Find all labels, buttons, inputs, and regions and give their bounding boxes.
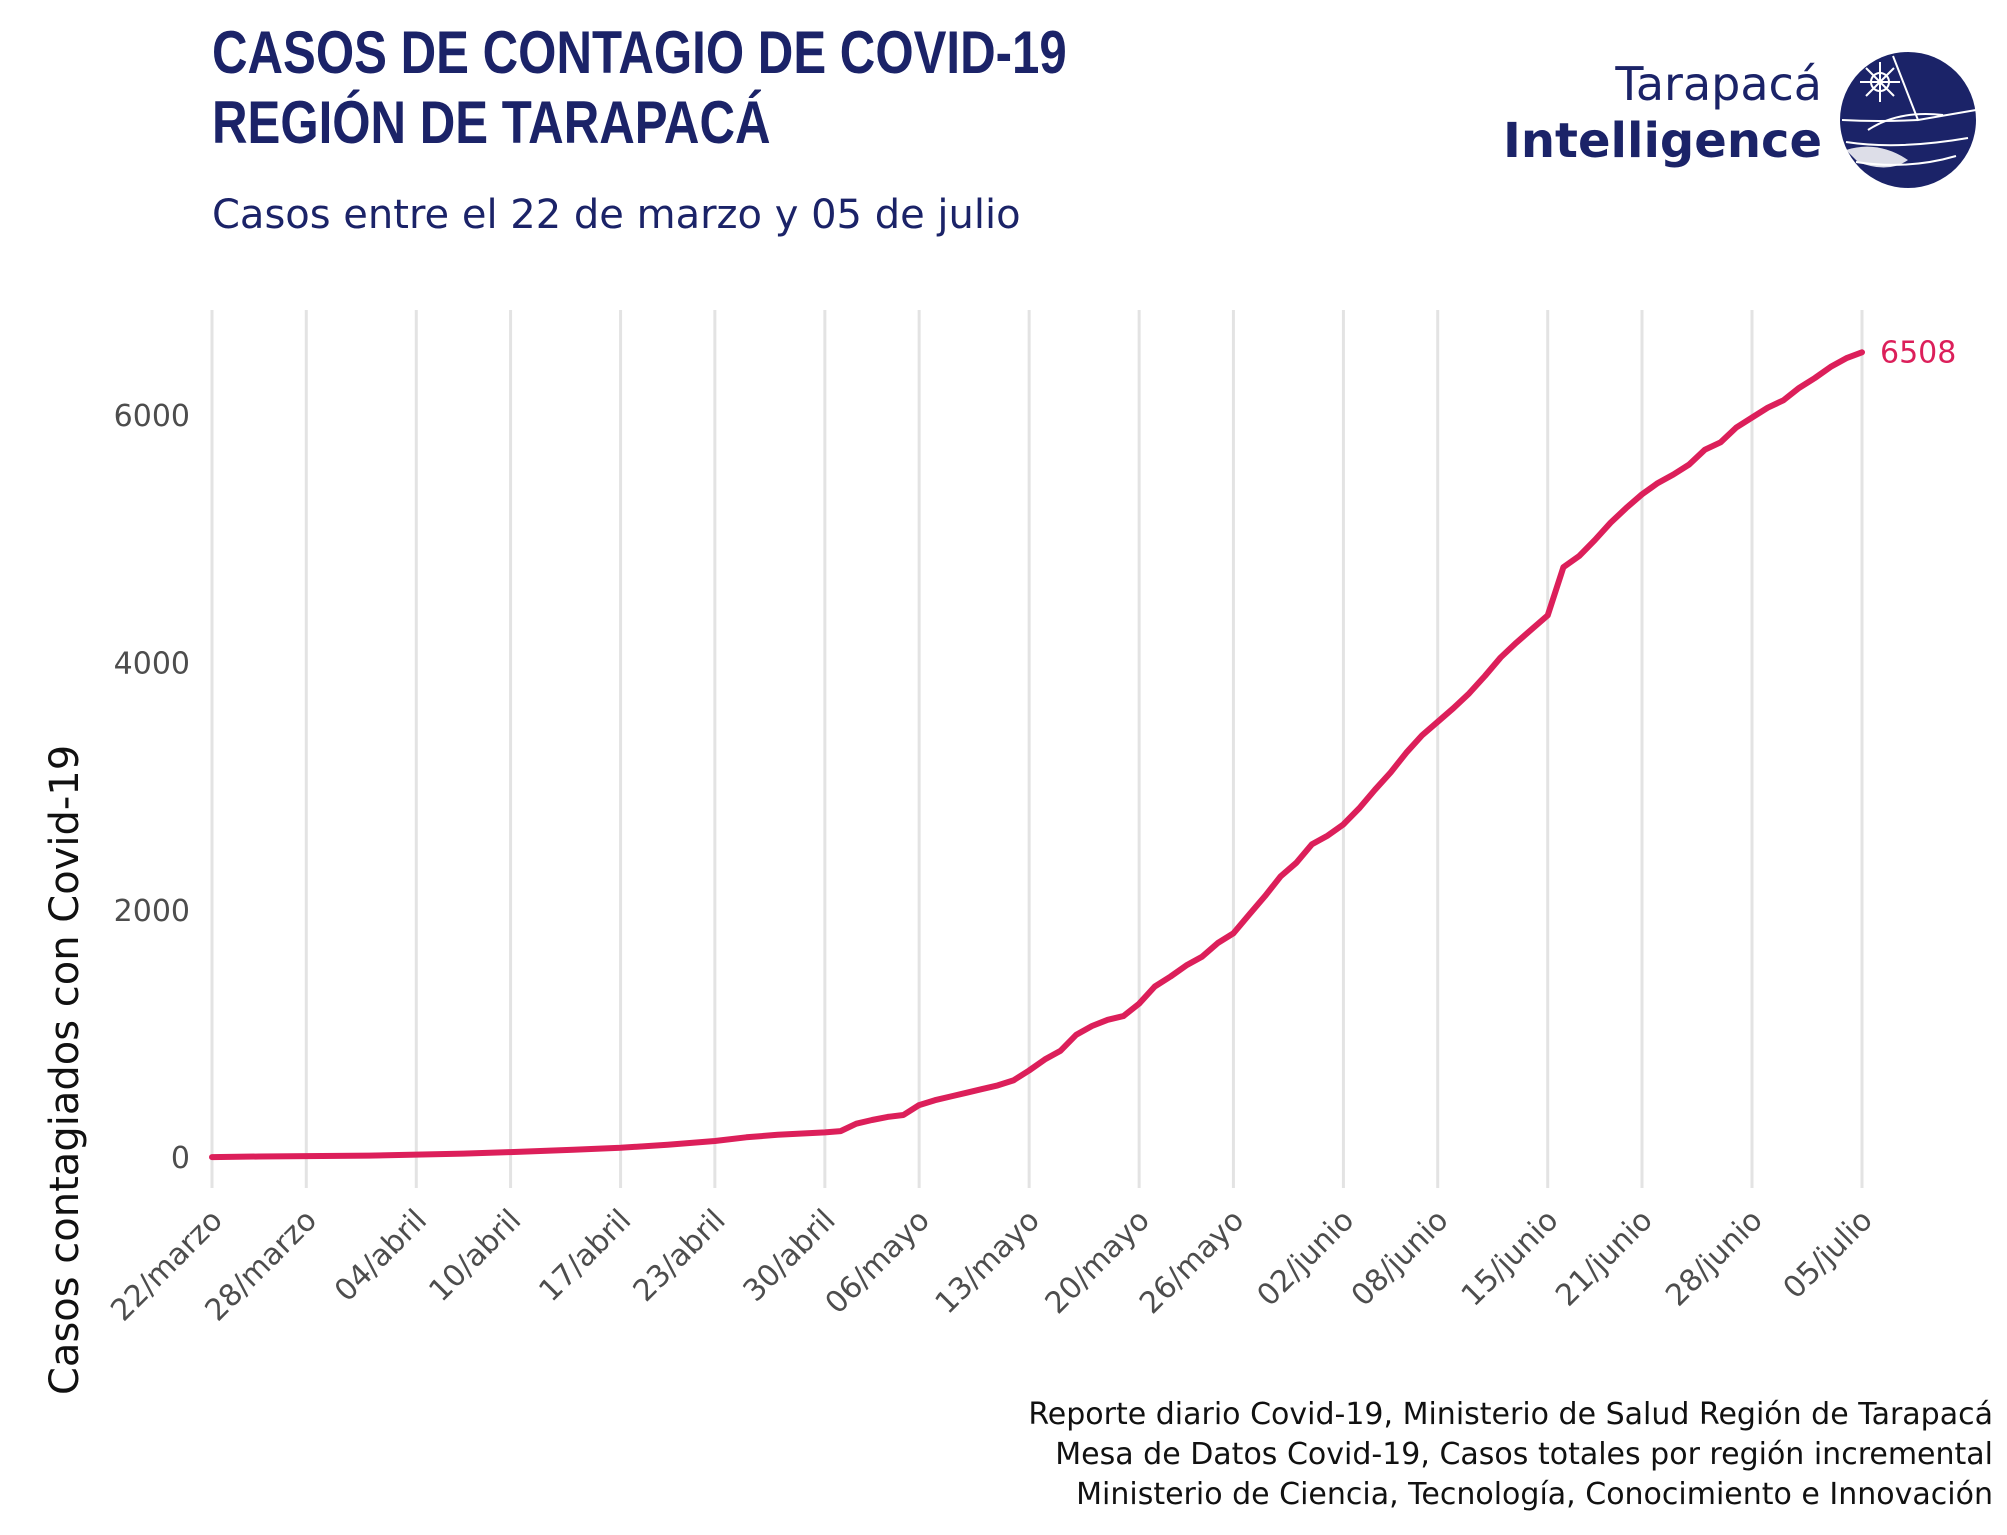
source-caption: Reporte diario Covid-19, Ministerio de S… — [1028, 1395, 1993, 1515]
x-tick-label: 28/junio — [1659, 1203, 1770, 1314]
x-tick-label: 04/abril — [328, 1203, 434, 1309]
tarapaca-globe-icon — [1840, 52, 1977, 188]
x-tick-label: 23/abril — [627, 1203, 733, 1309]
x-tick-label: 08/junio — [1345, 1203, 1456, 1314]
logo-wordmark: Tarapacá Intelligence — [1503, 56, 1822, 170]
x-tick-label: 13/mayo — [929, 1203, 1047, 1321]
logo-line2: Intelligence — [1503, 113, 1822, 169]
chart-title: CASOS DE CONTAGIO DE COVID-19 REGIÓN DE … — [212, 18, 1067, 158]
chart-title-line1: CASOS DE CONTAGIO DE COVID-19 — [212, 19, 1067, 86]
y-tick-label: 4000 — [114, 646, 190, 681]
x-tick-label: 17/abril — [532, 1203, 638, 1309]
caption-line3: Ministerio de Ciencia, Tecnología, Conoc… — [1076, 1477, 1993, 1512]
y-tick-label: 6000 — [114, 399, 190, 434]
y-tick-label: 0 — [171, 1141, 190, 1176]
x-tick-label: 06/mayo — [819, 1203, 937, 1321]
x-tick-label: 26/mayo — [1133, 1203, 1251, 1321]
logo-line1: Tarapacá — [1615, 57, 1822, 111]
x-tick-label: 21/junio — [1549, 1203, 1660, 1314]
x-tick-label: 02/junio — [1251, 1203, 1362, 1314]
end-value-label: 6508 — [1880, 335, 1956, 370]
y-tick-label: 2000 — [114, 894, 190, 929]
grid-layer — [210, 310, 1864, 1188]
chart-subtitle: Casos entre el 22 de marzo y 05 de julio — [212, 192, 1021, 238]
chart-title-line2: REGIÓN DE TARAPACÁ — [212, 89, 771, 156]
x-tick-label: 05/julio — [1777, 1203, 1880, 1306]
series-line-cases — [209, 349, 1865, 1161]
caption-line1: Reporte diario Covid-19, Ministerio de S… — [1028, 1397, 1993, 1432]
x-tick-label: 10/abril — [422, 1203, 528, 1309]
y-axis-label: Casos contagiados con Covid-19 — [42, 744, 88, 1395]
x-tick-label: 15/junio — [1455, 1203, 1566, 1314]
y-tick-labels: 0 2000 4000 6000 — [114, 399, 190, 1176]
caption-line2: Mesa de Datos Covid-19, Casos totales po… — [1055, 1437, 1993, 1472]
